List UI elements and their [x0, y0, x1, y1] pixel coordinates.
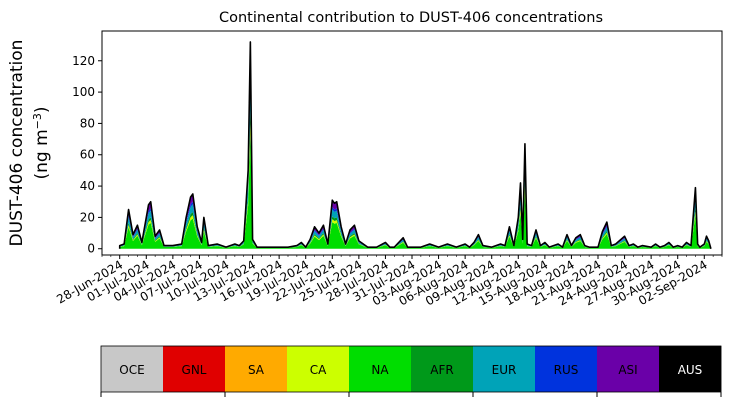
y-tick-label: 120 [72, 54, 95, 68]
legend-label: OCE [119, 363, 144, 377]
area-rus [119, 70, 711, 249]
legend-swatch-afr [411, 346, 474, 392]
area-eur [119, 81, 711, 249]
area-afr [119, 110, 711, 249]
legend-label: CA [310, 363, 327, 377]
legend-label: AUS [678, 363, 703, 377]
legend-label: AFR [430, 363, 453, 377]
legend-swatch-eur [473, 346, 536, 392]
plot-area [118, 41, 712, 249]
area-ca [119, 122, 711, 249]
y-tick-label: 60 [80, 148, 95, 162]
plot-frame [101, 30, 723, 256]
legend-label: EUR [492, 363, 517, 377]
legend-swatch-rus [535, 346, 598, 392]
total-line-aus [118, 41, 712, 249]
y-tick-label: 100 [72, 85, 95, 99]
chart-title: Continental contribution to DUST-406 con… [219, 10, 603, 26]
y-tick-label: 80 [80, 116, 95, 130]
x-axis: 28-Jun-202401-Jul-202404-Jul-202407-Jul-… [54, 255, 723, 308]
legend-label: RUS [554, 363, 579, 377]
legend-label: ASI [618, 363, 637, 377]
legend-swatch-ca [287, 346, 350, 392]
legend-label: SA [248, 363, 265, 377]
area-asi [119, 41, 711, 249]
legend-swatch-asi [597, 346, 660, 392]
legend-swatch-oce [101, 346, 164, 392]
legend-label: GNL [182, 363, 207, 377]
legend-swatch-sa [225, 346, 288, 392]
y-axis: 0 20 40 60 80 100 120 [72, 54, 102, 256]
legend-swatch-aus [659, 346, 722, 392]
legend-swatch-na [349, 346, 412, 392]
y-axis-label-line2: (ng m−3) [31, 106, 53, 179]
legend-swatch-gnl [163, 346, 226, 392]
legend-frame [100, 345, 722, 393]
color-legend-bar: OCE GNL SA CA NA AFR EUR RUS ASI AUS [100, 345, 722, 397]
legend-label: NA [371, 363, 389, 377]
y-tick-label: 20 [80, 210, 95, 224]
y-axis-label-line1: DUST-406 concentration [7, 40, 27, 247]
area-na [119, 135, 711, 249]
y-tick-label: 40 [80, 179, 95, 193]
y-tick-label: 0 [87, 242, 95, 256]
